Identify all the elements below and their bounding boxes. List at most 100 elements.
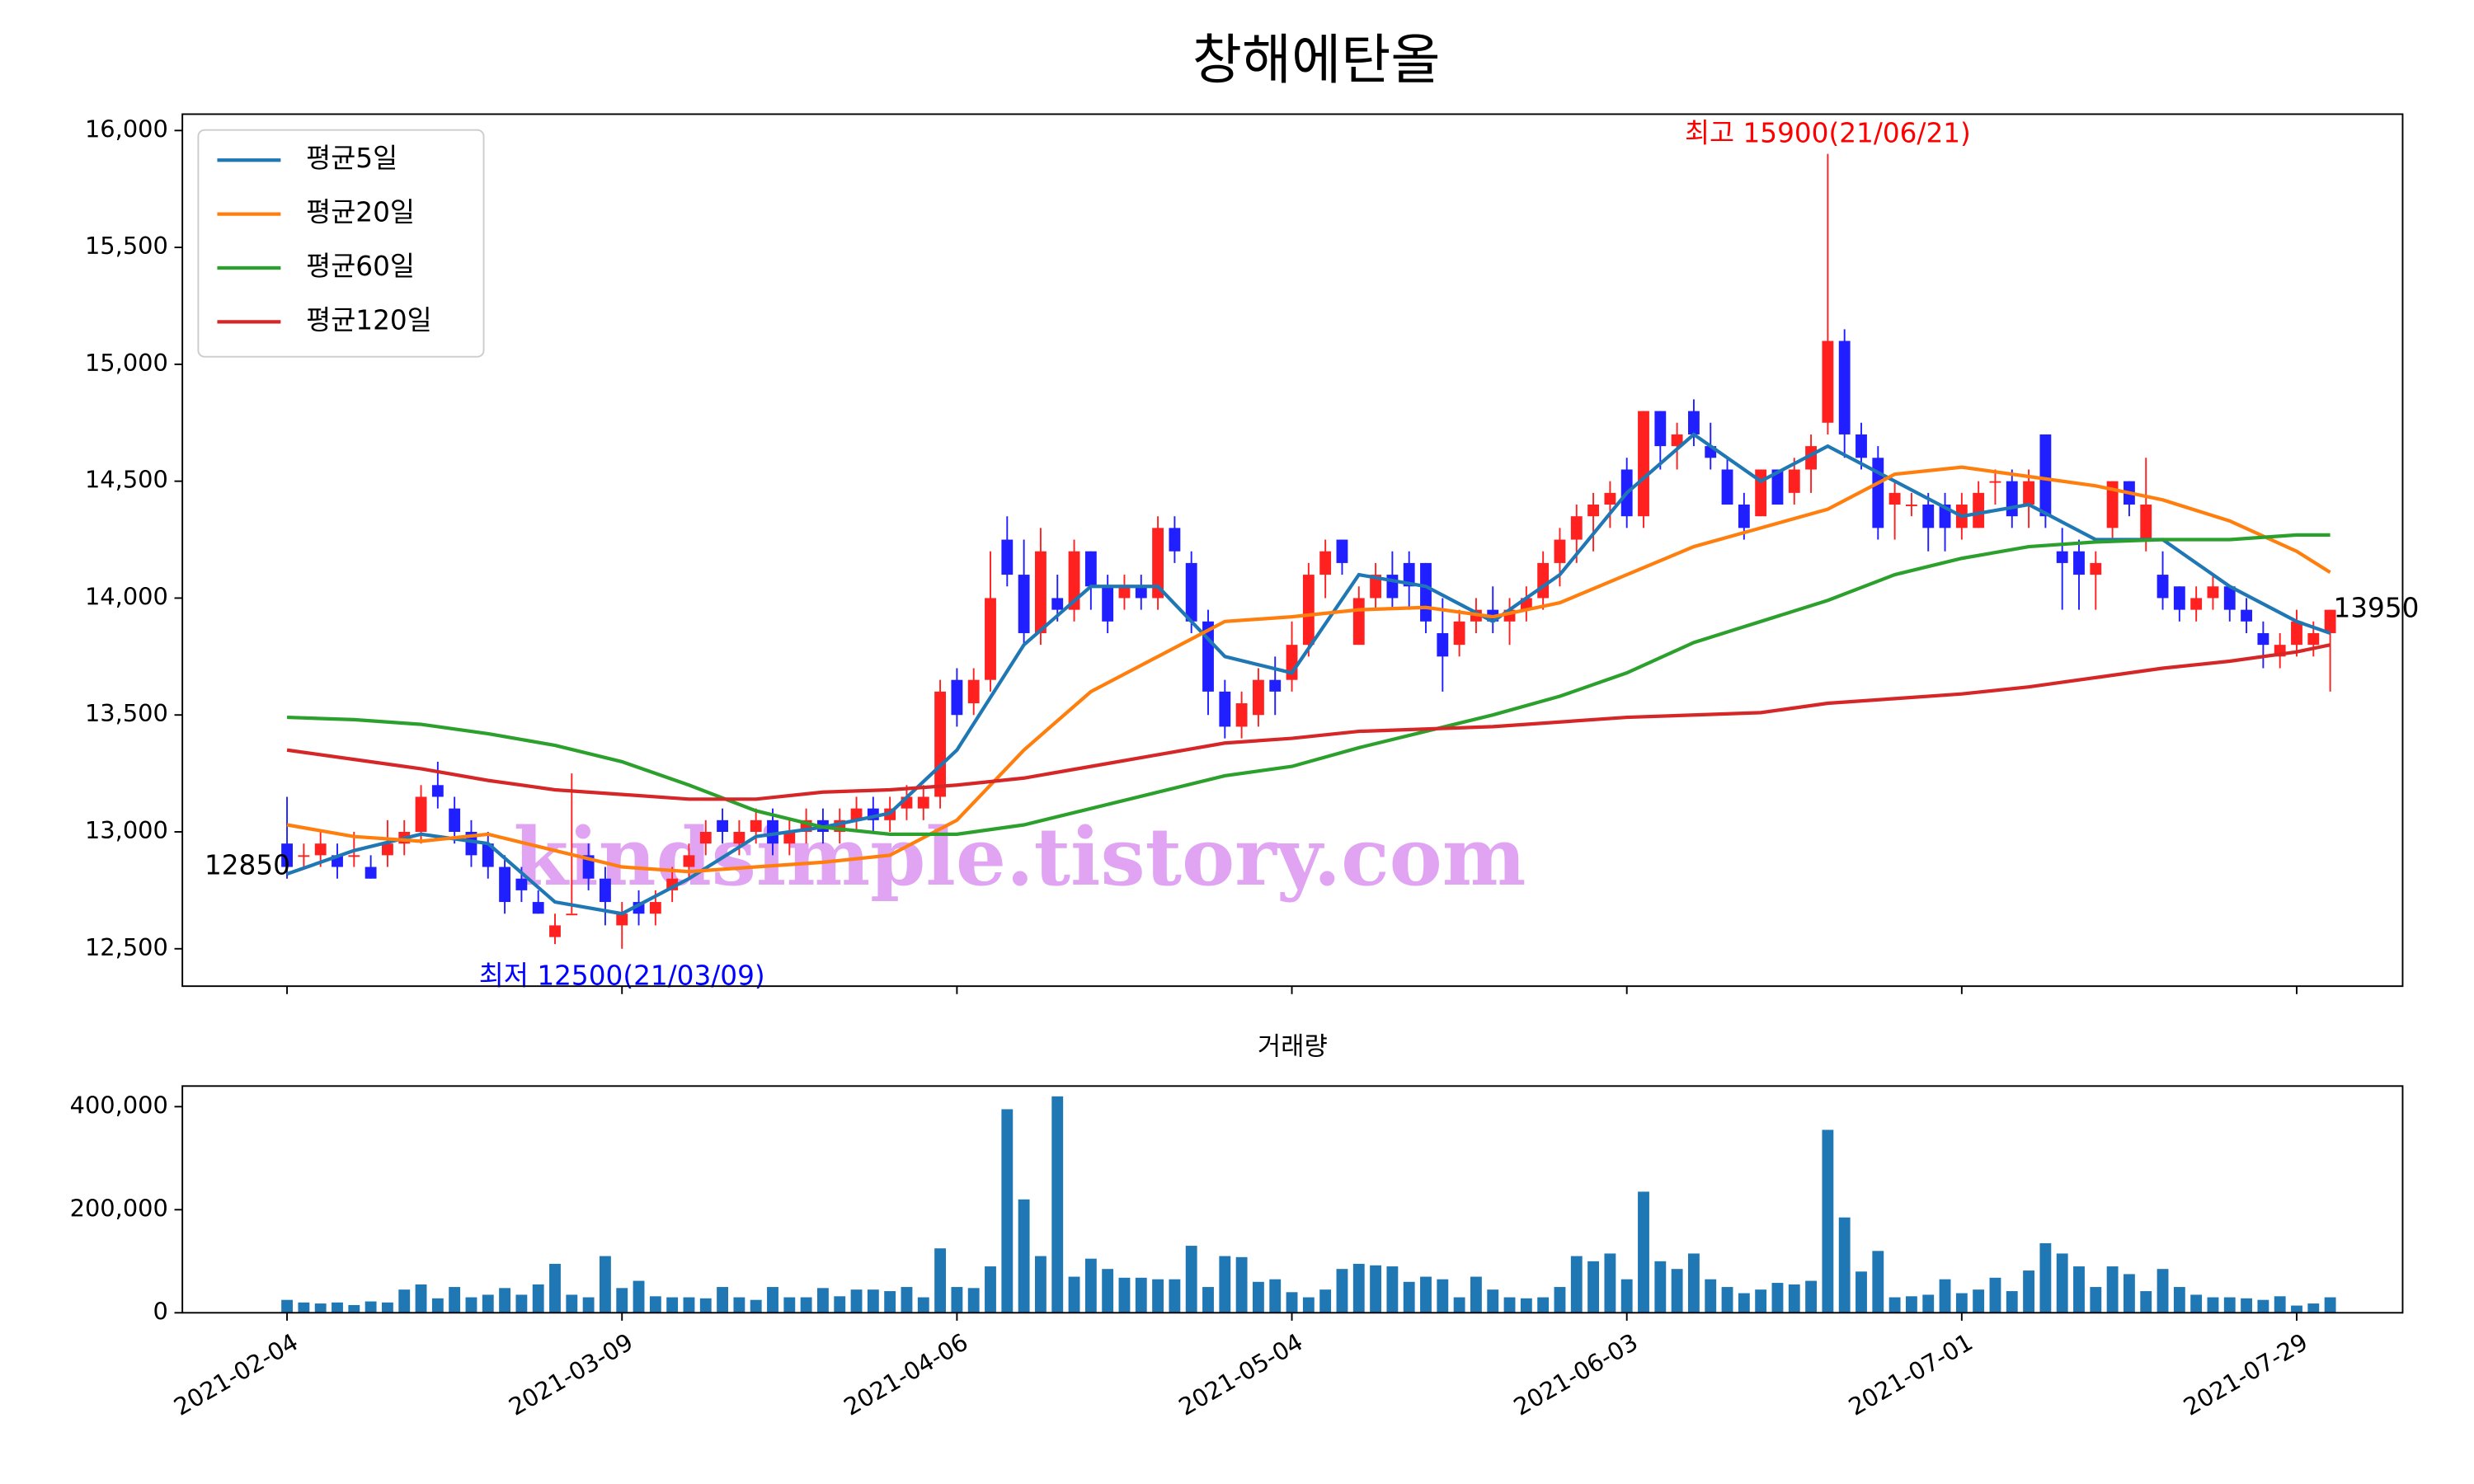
volume-bar	[1302, 1297, 1315, 1313]
volume-bar	[934, 1248, 946, 1313]
candle-body	[314, 843, 327, 856]
volume-bar	[884, 1291, 896, 1313]
candle-body	[1253, 679, 1264, 716]
candle-body	[699, 832, 712, 844]
volume-bar	[2257, 1299, 2269, 1313]
candle-body	[1084, 551, 1097, 587]
candle-body	[1336, 539, 1348, 563]
candle-body	[482, 843, 494, 867]
volume-bar	[1135, 1277, 1147, 1313]
volume-bar	[1554, 1287, 1566, 1313]
volume-bar	[1253, 1281, 1264, 1313]
candle-body	[1051, 598, 1064, 610]
candle-body	[649, 902, 661, 914]
candle-body	[1437, 632, 1449, 657]
plot-frame	[181, 1085, 2404, 1314]
volume-bar	[1822, 1129, 1834, 1313]
volume-bar	[2274, 1296, 2286, 1313]
volume-bar	[1955, 1293, 1968, 1313]
volume-bar	[867, 1289, 879, 1313]
volume-bar	[1420, 1276, 1432, 1313]
volume-bar	[1051, 1096, 1064, 1313]
volume-bar	[2157, 1269, 2169, 1313]
candle-body	[850, 808, 863, 820]
volume-bar	[850, 1289, 863, 1313]
volume-bar	[1370, 1265, 1381, 1313]
volume-bar	[398, 1289, 411, 1313]
volume-bar	[2106, 1266, 2119, 1313]
volume-bar	[2006, 1291, 2018, 1313]
candle-body	[1638, 411, 1649, 517]
volume-bar	[1386, 1266, 1399, 1313]
volume-bar	[1939, 1279, 1951, 1313]
candle-body	[2223, 586, 2236, 610]
candle-body	[2090, 562, 2102, 575]
volume-bar	[683, 1297, 695, 1313]
ma-line	[286, 465, 2331, 874]
volume-bar	[449, 1287, 461, 1313]
ma-line	[287, 533, 2331, 836]
volume-bar	[1604, 1253, 1616, 1313]
volume-bar	[2324, 1297, 2336, 1313]
candle-body	[2056, 551, 2068, 563]
candle-body	[1771, 469, 1784, 505]
candle-body	[365, 866, 377, 879]
volume-bar	[1788, 1284, 1800, 1313]
volume-bar	[1202, 1287, 1214, 1313]
volume-bar	[515, 1294, 528, 1313]
candle-body	[2106, 481, 2119, 528]
candle-body	[1152, 528, 1164, 599]
candle-body	[1738, 505, 1750, 528]
volume-bar	[1269, 1279, 1282, 1313]
volume-bar	[834, 1296, 846, 1313]
candle-body	[2173, 586, 2185, 610]
volume-bar	[717, 1287, 728, 1313]
volume-title: 거래량	[1258, 1032, 1328, 1062]
ma-line	[286, 432, 2331, 916]
volume-bar	[1705, 1279, 1717, 1313]
volume-bar	[482, 1294, 494, 1313]
y-tick-label: 16,000	[85, 115, 168, 143]
volume-bar	[2223, 1297, 2236, 1313]
volume-bar	[1437, 1279, 1449, 1313]
candle-body	[1721, 469, 1733, 505]
volume-bar	[1906, 1296, 1917, 1313]
high-annotation: 최고 15900(21/06/21)	[1685, 118, 1971, 149]
y-tick-label: 200,000	[70, 1194, 168, 1222]
volume-bar	[1654, 1261, 1667, 1313]
volume-bar	[1403, 1281, 1415, 1313]
volume-bar	[1118, 1277, 1131, 1313]
candle-body	[951, 679, 963, 716]
candle-body	[2039, 434, 2052, 517]
volume-bar	[465, 1297, 477, 1313]
candle-body	[1352, 598, 1365, 646]
candle-body	[2073, 551, 2085, 575]
candle-body	[1169, 528, 1181, 552]
candle-body	[415, 796, 427, 833]
volume-bar	[1771, 1283, 1784, 1313]
candle-body	[1554, 539, 1566, 563]
volume-bar	[549, 1263, 561, 1313]
volume-bar	[633, 1280, 645, 1313]
volume-bar	[382, 1302, 393, 1313]
candle-body	[1135, 586, 1147, 599]
candle-body	[1302, 575, 1315, 646]
volume-bar	[649, 1296, 661, 1313]
candle-body	[1856, 434, 1867, 458]
candle-body	[1838, 340, 1851, 434]
candle-body	[600, 878, 611, 903]
candle-body	[1453, 621, 1465, 646]
volume-bar	[967, 1288, 980, 1313]
volume-bar	[2207, 1297, 2219, 1313]
volume-bar	[901, 1287, 913, 1313]
volume-bar	[699, 1298, 712, 1313]
candle-body	[1118, 586, 1131, 599]
candle-body	[2291, 621, 2302, 646]
candle-body	[1185, 562, 1197, 622]
volume-bar	[951, 1287, 963, 1313]
candle-body	[2006, 481, 2018, 517]
volume-bar	[1169, 1279, 1181, 1313]
legend-label: 평균5일	[306, 143, 397, 174]
candle-body	[1370, 575, 1381, 599]
volume-bar	[2291, 1305, 2302, 1313]
